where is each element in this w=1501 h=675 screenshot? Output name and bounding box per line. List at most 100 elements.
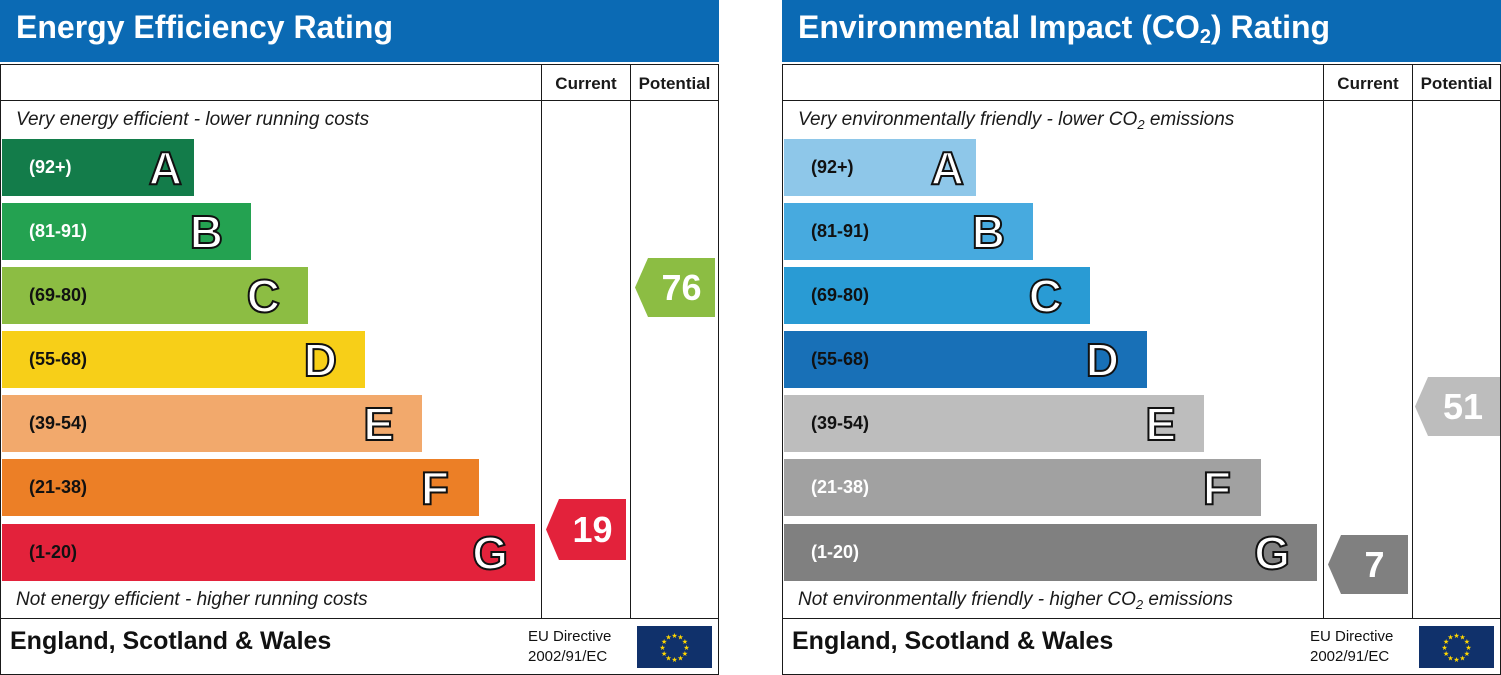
bottom-note-end: emissions bbox=[1143, 589, 1233, 610]
band-d: (55-68) D bbox=[784, 331, 1147, 388]
svg-text:★: ★ bbox=[1443, 638, 1449, 646]
svg-text:★: ★ bbox=[1464, 638, 1470, 646]
svg-text:★: ★ bbox=[1459, 634, 1465, 642]
potential-column-divider bbox=[1412, 65, 1413, 618]
band-e: (39-54) E bbox=[784, 395, 1204, 452]
svg-text:★: ★ bbox=[683, 644, 689, 652]
potential-rating-value: 76 bbox=[661, 266, 702, 308]
band-letter: C bbox=[246, 269, 281, 323]
band-range-label: (69-80) bbox=[811, 285, 870, 305]
svg-text:★: ★ bbox=[677, 654, 683, 662]
band-g: (1-20) G bbox=[2, 524, 535, 581]
region-label: England, Scotland & Wales bbox=[792, 627, 1114, 655]
eu-directive-line-1: EU Directive bbox=[528, 628, 612, 645]
band-letter: G bbox=[1253, 526, 1291, 580]
band-c: (69-80) C bbox=[784, 267, 1090, 324]
svg-text:★: ★ bbox=[1453, 632, 1459, 640]
energy-efficiency-title: Energy Efficiency Rating bbox=[16, 9, 393, 45]
current-column-header: Current bbox=[1337, 74, 1399, 93]
band-range-label: (1-20) bbox=[29, 542, 78, 562]
band-letter: A bbox=[930, 141, 965, 195]
svg-text:★: ★ bbox=[665, 654, 671, 662]
eu-directive-text: EU Directive 2002/91/EC bbox=[528, 627, 611, 667]
eu-flag-icon: ★ ★ ★ ★ ★ ★ ★ ★ ★ ★ ★ ★ bbox=[1419, 626, 1494, 668]
bottom-note-subscript: 2 bbox=[1135, 597, 1144, 612]
potential-rating-value: 51 bbox=[1442, 385, 1484, 427]
current-rating-arrow-fill bbox=[546, 499, 626, 560]
top-note-subscript: 2 bbox=[1137, 117, 1145, 132]
potential-column-header: Potential bbox=[1420, 74, 1493, 93]
band-letter: D bbox=[1085, 333, 1120, 387]
svg-text:★: ★ bbox=[1453, 656, 1459, 664]
svg-text:★: ★ bbox=[1459, 654, 1465, 662]
band-letter: G bbox=[471, 526, 509, 580]
band-letter: E bbox=[1144, 397, 1177, 451]
band-letter: B bbox=[189, 205, 224, 259]
top-note-end: emissions bbox=[1144, 109, 1235, 130]
footer-divider bbox=[1, 618, 718, 619]
current-column-header: Current bbox=[555, 74, 617, 93]
band-b: (81-91) B bbox=[2, 203, 251, 260]
column-header-divider bbox=[783, 100, 1500, 101]
band-range-label: (39-54) bbox=[811, 413, 870, 433]
potential-rating-arrow-shape bbox=[1415, 377, 1500, 436]
svg-text:★: ★ bbox=[671, 656, 677, 664]
potential-rating-arrow: 76 bbox=[635, 258, 715, 317]
energy-efficiency-header: Energy Efficiency Rating bbox=[0, 0, 719, 62]
current-column-divider bbox=[541, 65, 542, 618]
band-letter: C bbox=[1028, 269, 1063, 323]
band-range-label: (39-54) bbox=[29, 413, 88, 433]
potential-rating-arrow-shape bbox=[635, 258, 715, 317]
current-rating-value: 19 bbox=[572, 508, 613, 550]
band-b: (81-91) B bbox=[784, 203, 1033, 260]
svg-text:★: ★ bbox=[661, 650, 667, 658]
title-main: Environmental Impact (CO bbox=[798, 9, 1200, 45]
band-range-label: (21-38) bbox=[811, 477, 870, 497]
band-f: (21-38) F bbox=[2, 459, 479, 516]
eu-stars-icon: ★ ★★ ★★★ ★★★ ★★★ bbox=[1441, 632, 1471, 664]
title-subscript: 2 bbox=[1199, 26, 1211, 48]
band-c: (69-80) C bbox=[2, 267, 308, 324]
svg-text:★: ★ bbox=[1447, 634, 1453, 642]
bottom-note-main: Not environmentally friendly - higher CO bbox=[798, 589, 1136, 610]
bottom-note: Not environmentally friendly - higher CO… bbox=[798, 589, 1233, 612]
svg-text:★: ★ bbox=[1465, 644, 1471, 652]
top-note: Very energy efficient - lower running co… bbox=[16, 109, 370, 130]
eu-directive-line-1: EU Directive bbox=[1310, 628, 1394, 645]
current-rating-value: 7 bbox=[1364, 543, 1385, 585]
band-range-label: (69-80) bbox=[29, 285, 88, 305]
bottom-note: Not energy efficient - higher running co… bbox=[16, 589, 368, 610]
svg-text:★: ★ bbox=[682, 650, 688, 658]
eu-flag-icon: ★ ★ ★ ★ ★ ★ ★ ★ ★ ★ ★ ★ bbox=[637, 626, 712, 668]
band-letter: F bbox=[420, 461, 450, 515]
column-header-divider bbox=[1, 100, 718, 101]
svg-text:★: ★ bbox=[1447, 654, 1453, 662]
potential-column-header: Potential bbox=[638, 74, 711, 93]
current-rating-arrow: 19 bbox=[546, 499, 626, 560]
footer-divider bbox=[783, 618, 1500, 619]
current-column-divider bbox=[1323, 65, 1324, 618]
band-range-label: (1-20) bbox=[811, 542, 860, 562]
band-letter: F bbox=[1202, 461, 1232, 515]
svg-text:★: ★ bbox=[659, 644, 665, 652]
eu-directive-line-2: 2002/91/EC bbox=[528, 648, 608, 665]
band-range-label: (55-68) bbox=[811, 349, 870, 369]
band-letter: E bbox=[362, 397, 395, 451]
svg-text:★: ★ bbox=[677, 634, 683, 642]
band-a: (92+) A bbox=[2, 139, 194, 196]
potential-column-divider bbox=[630, 65, 631, 618]
environmental-impact-frame: Current Potential Very environmentally f… bbox=[782, 64, 1501, 675]
svg-text:★: ★ bbox=[1441, 644, 1447, 652]
band-range-label: (92+) bbox=[29, 157, 72, 177]
svg-text:★: ★ bbox=[661, 638, 667, 646]
environmental-impact-header: Environmental Impact (CO2) Rating bbox=[782, 0, 1501, 62]
svg-text:★: ★ bbox=[665, 634, 671, 642]
band-range-label: (81-91) bbox=[29, 221, 88, 241]
top-note-main: Very environmentally friendly - lower CO bbox=[798, 109, 1138, 130]
band-letter: D bbox=[303, 333, 338, 387]
current-rating-arrow-shape bbox=[546, 499, 626, 560]
potential-rating-arrow-fill bbox=[1415, 377, 1500, 436]
current-rating-arrow: 7 bbox=[1328, 535, 1408, 594]
band-g: (1-20) G bbox=[784, 524, 1317, 581]
eu-directive-line-2: 2002/91/EC bbox=[1310, 648, 1390, 665]
